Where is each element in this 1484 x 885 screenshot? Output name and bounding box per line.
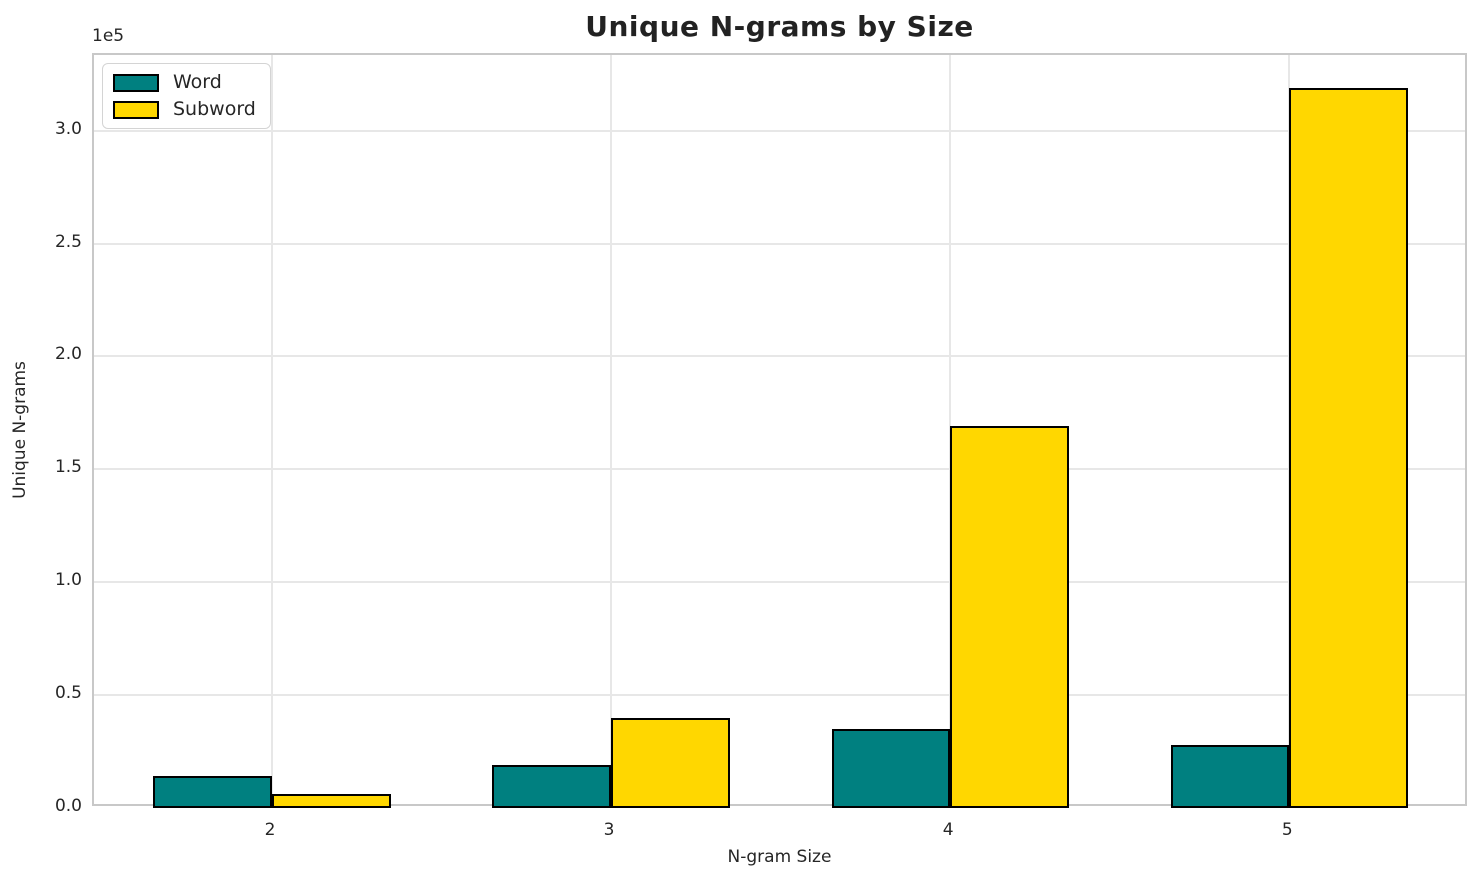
y-tick-label: 1.5 [54, 457, 82, 478]
chart-title: Unique N-grams by Size [585, 10, 974, 43]
bar-subword-ngram-2 [272, 794, 391, 808]
y-tick-label: 2.0 [54, 344, 82, 365]
legend-label: Subword [173, 98, 256, 120]
y-tick-label: 1.0 [54, 570, 82, 591]
bar-word-ngram-2 [153, 776, 272, 808]
y-tick-label: 2.5 [54, 231, 82, 252]
x-tick-label: 2 [264, 820, 276, 840]
legend-swatch-subword [113, 100, 159, 119]
legend-item-word: Word [113, 73, 256, 92]
y-tick-label: 0.0 [54, 796, 82, 816]
y-tick-label: 0.5 [54, 683, 82, 704]
gridline-horizontal [94, 468, 1465, 471]
gridline-horizontal [94, 581, 1465, 584]
x-tick-label: 4 [942, 820, 954, 840]
bar-subword-ngram-4 [950, 426, 1069, 808]
legend-item-subword: Subword [113, 100, 256, 119]
bar-subword-ngram-3 [611, 717, 730, 808]
y-axis-offset-label: 1e5 [92, 26, 125, 46]
bar-subword-ngram-5 [1289, 87, 1408, 808]
x-axis-label: N-gram Size [727, 847, 832, 867]
gridline-horizontal [94, 129, 1465, 132]
legend: Word Subword [102, 63, 271, 129]
legend-label: Word [173, 71, 222, 93]
y-axis-label: Unique N-grams [10, 361, 30, 499]
x-tick-label: 5 [1281, 820, 1293, 840]
bar-word-ngram-5 [1170, 744, 1290, 808]
x-tick-label: 3 [603, 820, 615, 840]
gridline-vertical [271, 55, 274, 804]
gridline-horizontal [94, 694, 1465, 697]
y-tick-label: 3.0 [54, 118, 82, 139]
plot-area: Word Subword [92, 53, 1467, 808]
gridline-vertical [610, 55, 613, 804]
gridline-horizontal [94, 242, 1465, 245]
bar-word-ngram-3 [492, 765, 612, 808]
gridline-horizontal [94, 355, 1465, 358]
legend-swatch-word [113, 73, 159, 92]
bar-word-ngram-4 [831, 728, 951, 808]
